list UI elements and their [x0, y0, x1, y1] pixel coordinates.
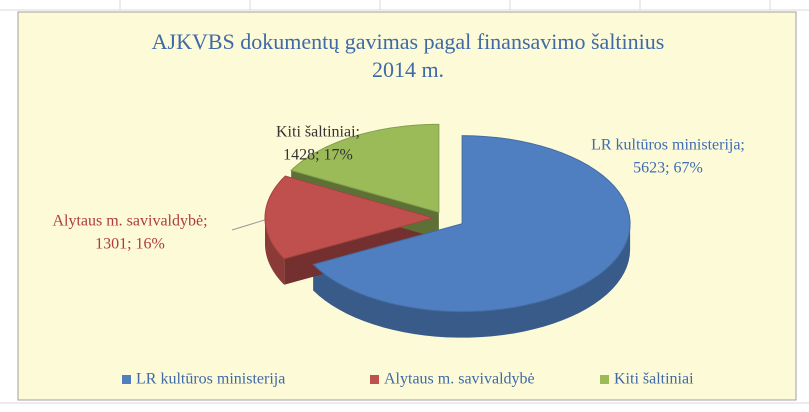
slice [312, 135, 631, 313]
data-label: 5623; 67% [633, 160, 703, 177]
data-label: 1301; 16% [95, 236, 165, 253]
legend-swatch [370, 375, 379, 384]
slice [290, 123, 440, 213]
data-label: Alytaus m. savivaldybė; [52, 213, 207, 230]
slice-side [313, 223, 631, 338]
legend-label: Alytaus m. savivaldybė [384, 371, 535, 388]
chart-title: AJKVBS dokumentų gavimas pagal finansavi… [152, 29, 665, 54]
data-label: LR kultūros ministerija; [591, 137, 745, 154]
chart-subtitle: 2014 m. [372, 57, 444, 82]
legend-swatch [122, 375, 131, 384]
data-label: Kiti šaltiniai; [276, 124, 360, 141]
data-label: 1428; 17% [283, 147, 353, 164]
slice [264, 175, 435, 260]
legend-label: Kiti šaltiniai [614, 371, 694, 388]
slice-side [265, 217, 285, 285]
slice-tops [264, 123, 631, 313]
legend-swatch [600, 375, 609, 384]
legend-label: LR kultūros ministerija [136, 371, 285, 388]
pie [264, 123, 631, 338]
